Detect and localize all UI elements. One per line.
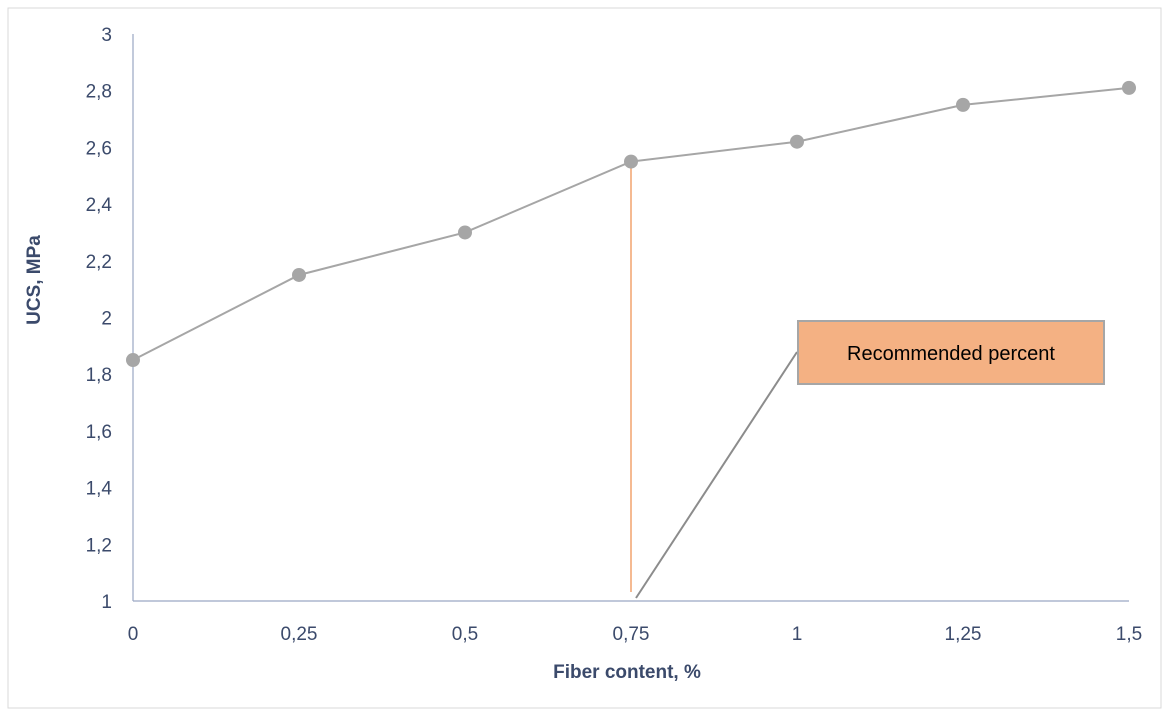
data-point	[292, 267, 306, 282]
series-layer	[126, 80, 1136, 368]
y-tick-label: 1,6	[86, 422, 112, 443]
x-tick-labels: 0 0,25 0,5 0,75 1 1,25 1,5	[128, 624, 1143, 645]
x-axis-title: Fiber content, %	[553, 662, 701, 683]
annotation-layer: Recommended percent	[630, 161, 1105, 599]
y-tick-label: 3	[101, 25, 112, 46]
x-tick-label: 0,5	[452, 624, 478, 645]
y-tick-label: 1	[101, 592, 112, 613]
x-tick-label: 1,5	[1116, 624, 1142, 645]
data-point	[790, 134, 804, 149]
x-tick-label: 0,25	[281, 624, 318, 645]
y-tick-label: 2,8	[86, 82, 112, 103]
y-tick-label: 2,2	[86, 252, 112, 273]
x-tick-label: 0	[128, 624, 139, 645]
x-tick-label: 1,25	[945, 624, 982, 645]
data-point	[126, 353, 140, 368]
x-tick-label: 1	[792, 624, 803, 645]
y-tick-labels: 1 1,2 1,4 1,6 1,8 2 2,2 2,4 2,6 2,8 3	[86, 25, 113, 613]
x-tick-label: 0,75	[613, 624, 650, 645]
data-point	[458, 225, 472, 240]
callout-label: Recommended percent	[847, 343, 1055, 365]
data-point	[1122, 80, 1136, 95]
chart-frame	[7, 7, 1162, 709]
y-tick-label: 1,8	[86, 365, 112, 386]
y-tick-label: 1,4	[86, 479, 113, 500]
y-tick-label: 2,6	[86, 138, 112, 159]
y-tick-label: 1,2	[86, 535, 112, 556]
y-tick-label: 2	[101, 309, 112, 330]
axes	[132, 34, 1129, 602]
data-point	[956, 97, 970, 112]
callout-box	[797, 320, 1105, 385]
y-axis-title: UCS, MPa	[24, 235, 45, 325]
y-tick-label: 2,4	[86, 195, 113, 216]
callout-leader-line	[635, 351, 798, 599]
data-point	[624, 154, 638, 169]
